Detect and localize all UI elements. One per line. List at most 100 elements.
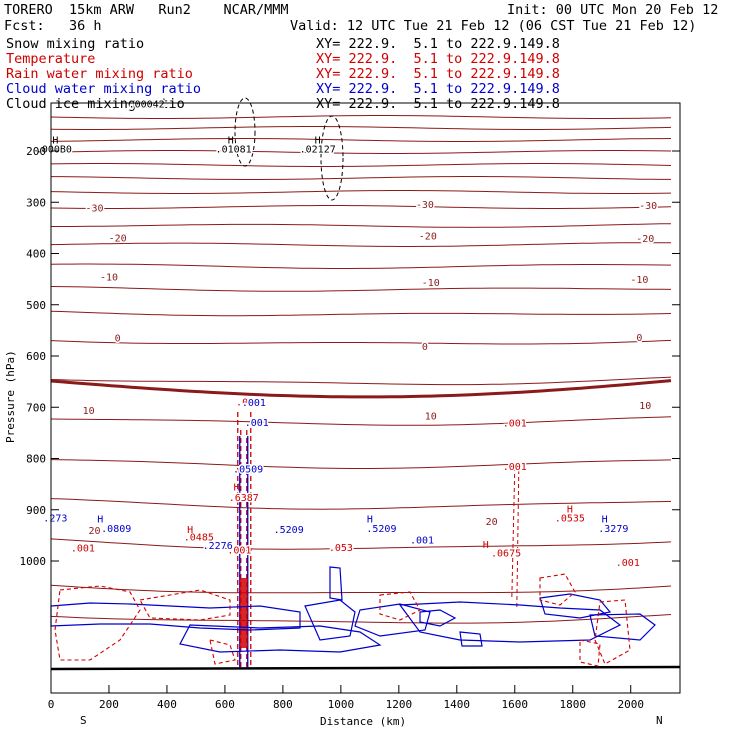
x-tick-label: 1600 [502,698,529,711]
y-tick-label: 900 [26,504,46,517]
contour-label: 0 [422,342,428,353]
contour-label: 10 [425,412,437,423]
y-tick-label: 800 [26,453,46,466]
contour-label: 10 [83,406,95,417]
cloud-water-contour [589,613,656,641]
x-tick-label: 600 [215,698,235,711]
y-tick-label: 300 [26,196,46,209]
contour-label: -10 [630,275,648,286]
legend-cloud-ice: Cloud ice mixing ratio [6,96,185,112]
contour-label: .001 [503,419,527,430]
extremum-label: H [602,515,608,526]
contour-label: .001 [242,398,266,409]
contour-label: .02127 [300,145,336,156]
valid-time: Valid: 12 UTC Tue 21 Feb 12 (06 CST Tue … [290,18,697,34]
cloud-water-contour [179,624,382,653]
cloud-water-contour [304,599,356,641]
x-tick-label: 800 [273,698,293,711]
contour-label: 0 [636,333,642,344]
extremum-label: H [367,515,373,526]
rain-water-contour [579,639,601,667]
snow-contour [320,115,344,201]
cloud-water-contour [419,609,457,627]
temperature-xy: XY= 222.9. 5.1 to 222.9.149.8 [316,51,560,67]
contour-label: -10 [422,278,440,289]
rain-water-contour [54,585,141,661]
contour-label: .3279 [598,524,628,535]
legend-temperature: Temperature [6,51,96,67]
temperature-contour [50,263,672,269]
cloud-ice-xy: XY= 222.9. 5.1 to 222.9.149.8 [316,96,560,112]
contour-label: 10 [639,401,651,412]
zero-isotherm [50,379,672,399]
contour-label: .273 [43,514,67,525]
x-end-north: N [656,714,663,727]
temperature-contour [50,126,672,130]
contour-label: 20 [486,517,498,528]
heavy-rain-core [239,578,248,648]
temperature-contour [50,416,672,426]
extremum-label: H [233,482,239,493]
contour-lines [50,97,681,671]
temperature-contour [50,584,672,594]
contour-label: -10 [100,273,118,284]
contour-label: .5209 [274,525,304,536]
contour-label: .001 [616,558,640,569]
x-axis-label: Distance (km) [320,715,406,728]
extremum-label: H [315,135,321,146]
x-tick-label: 1400 [444,698,471,711]
temperature-contour [51,176,671,180]
contour-label: .00042 [129,99,165,110]
temperature-contour [50,115,672,119]
ground-line [50,665,681,671]
temperature-contour [50,310,672,317]
contour-label: .01081 [216,145,252,156]
contour-label: -20 [636,234,654,245]
temperature-contour [50,163,672,167]
cloud-water-contour [459,631,483,647]
cloud-water-contour [539,593,612,619]
temperature-contour [50,286,672,292]
extremum-label: H [52,135,58,146]
y-tick-label: 400 [26,248,46,261]
temperature-contour [50,538,672,550]
contour-label: .001 [503,462,527,473]
y-tick-label: 1000 [20,555,47,568]
extremum-label: H [97,515,103,526]
temperature-contour [50,205,672,209]
contour-label: .001 [227,545,251,556]
forecast-hour: Fcst: 36 h [4,18,102,34]
extremum-label: H [228,135,234,146]
snow-xy: XY= 222.9. 5.1 to 222.9.149.8 [316,36,560,52]
snow-contour [234,97,256,167]
temperature-contour [51,223,672,228]
contour-label: 20 [88,526,100,537]
contour-label: .5209 [366,524,396,535]
contour-label: .001 [236,398,260,409]
y-tick-label: 700 [26,401,46,414]
contour-label: .0535 [555,514,585,525]
temperature-contour [50,614,672,624]
init-time: Init: 00 UTC Mon 20 Feb 12 [507,2,719,18]
temperature-contour [50,242,672,247]
y-tick-label: 200 [26,145,46,158]
x-tick-label: 400 [157,698,177,711]
contour-label: .001 [245,418,269,429]
rain-water-contour [209,639,236,665]
x-tick-label: 0 [48,698,55,711]
temperature-contour [50,459,672,469]
temperature-contour [50,498,672,510]
x-tick-label: 200 [99,698,119,711]
extremum-label: H [567,504,573,515]
cloud-water-contour [329,566,343,601]
temperature-contour [50,190,672,194]
x-tick-label: 1000 [328,698,355,711]
temperature-contour [50,138,672,142]
y-axis-label: Pressure (hPa) [4,350,17,443]
contour-label: 0 [115,334,121,345]
contour-label: -20 [419,232,437,243]
legend-rain: Rain water mixing ratio [6,66,193,82]
cloud-water-contour [50,602,301,631]
temperature-contour [50,339,672,345]
